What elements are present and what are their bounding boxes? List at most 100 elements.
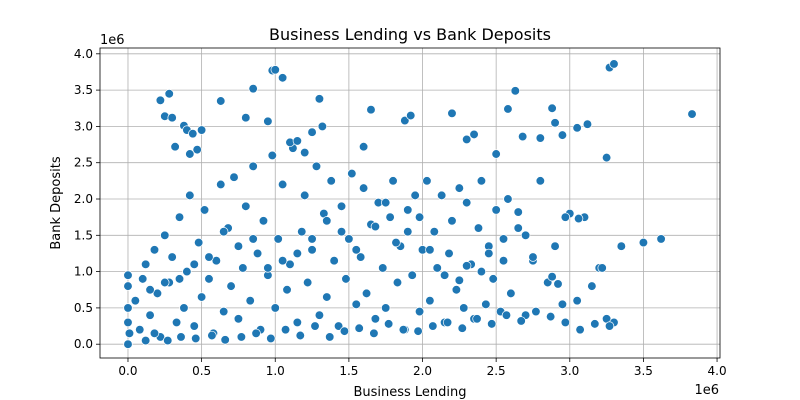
- scatter-point: [381, 197, 391, 208]
- scatter-point: [229, 172, 239, 182]
- scatter-point: [557, 130, 568, 140]
- scatter-point: [503, 104, 513, 114]
- scatter-point: [207, 330, 217, 341]
- scatter-point: [145, 285, 155, 295]
- scatter-point: [484, 248, 494, 259]
- chart-title: Business Lending vs Bank Deposits: [269, 25, 551, 44]
- scatter-point: [547, 272, 557, 282]
- scatter-point: [601, 152, 612, 163]
- scatter-point: [317, 121, 328, 132]
- scatter-point: [656, 234, 666, 244]
- scatter-point: [487, 319, 497, 329]
- scatter-point: [520, 230, 531, 240]
- scatter-point: [167, 252, 177, 262]
- scatter-point: [414, 306, 425, 317]
- scatter-point: [277, 73, 288, 83]
- scatter-point: [545, 311, 556, 322]
- scatter-point: [292, 248, 302, 259]
- scatter-point: [358, 183, 369, 193]
- scatter-point: [252, 248, 263, 259]
- scatter-point: [358, 142, 369, 152]
- scatter-point: [547, 103, 557, 113]
- scatter-point: [167, 113, 177, 123]
- scatter-point: [282, 285, 292, 295]
- scatter-point: [498, 234, 509, 244]
- scatter-point: [531, 306, 541, 317]
- scatter-point: [204, 274, 214, 284]
- scatter-point: [553, 279, 563, 289]
- scatter-point: [462, 134, 472, 145]
- scatter-point: [344, 234, 354, 244]
- scatter-point: [307, 234, 317, 244]
- scatter-point: [277, 179, 288, 190]
- scatter-point: [152, 288, 163, 299]
- scatter-point: [174, 274, 185, 284]
- scatter-point: [204, 252, 214, 262]
- scatter-point: [513, 223, 523, 233]
- y-tick-label: 4.0: [74, 47, 93, 61]
- scatter-point: [123, 270, 133, 280]
- scatter-point: [211, 256, 221, 266]
- scatter-point: [236, 332, 247, 342]
- scatter-point: [326, 176, 336, 186]
- scatter-point: [351, 299, 361, 309]
- scatter-point: [179, 303, 189, 313]
- scatter-point: [550, 241, 560, 251]
- scatter-point: [572, 123, 582, 133]
- y-tick-label: 3.5: [74, 83, 93, 97]
- scatter-point: [145, 310, 155, 320]
- scatter-point: [273, 234, 283, 244]
- scatter-point: [325, 332, 335, 342]
- scatter-point: [311, 161, 322, 171]
- scatter-point: [266, 333, 276, 344]
- scatter-point: [141, 259, 151, 269]
- scatter-point: [171, 317, 182, 328]
- scatter-point: [378, 263, 388, 273]
- scatter-point: [297, 227, 307, 237]
- scatter-point: [245, 295, 255, 306]
- scatter-point: [314, 94, 325, 104]
- scatter-point: [351, 245, 361, 255]
- scatter-point: [189, 259, 199, 269]
- scatter-point: [163, 335, 173, 346]
- scatter-point: [432, 263, 442, 273]
- scatter-point: [687, 109, 697, 119]
- x-tick-label: 2.5: [487, 364, 506, 378]
- scatter-point: [447, 216, 457, 226]
- scatter-point: [233, 314, 244, 324]
- scatter-point: [176, 332, 186, 342]
- scatter-point: [258, 216, 269, 226]
- scatter-point: [442, 317, 453, 328]
- scatter-point: [447, 108, 457, 118]
- data-points: [123, 59, 697, 349]
- scatter-point: [575, 325, 585, 335]
- scatter-point: [149, 245, 160, 255]
- x-tick-label: 0.0: [118, 364, 137, 378]
- scatter-point: [573, 213, 584, 224]
- scatter-point: [481, 299, 491, 309]
- scatter-point: [248, 234, 258, 244]
- scatter-point: [560, 317, 571, 328]
- scatter-point: [383, 319, 394, 329]
- scatter-point: [451, 285, 462, 295]
- scatter-point: [216, 96, 226, 106]
- x-tick-label: 3.0: [560, 364, 579, 378]
- scatter-point: [503, 194, 513, 204]
- scatter-point: [336, 201, 347, 211]
- scatter-point: [444, 248, 454, 259]
- scatter-point: [248, 161, 258, 171]
- scatter-point: [194, 237, 204, 248]
- scatter-point: [609, 59, 619, 69]
- scatter-point: [333, 321, 344, 331]
- y-tick-label: 2.5: [74, 156, 93, 170]
- scatter-point: [590, 319, 600, 329]
- y-tick-label: 3.0: [74, 119, 93, 133]
- scatter-point: [385, 212, 395, 222]
- scatter-point: [422, 176, 432, 186]
- scatter-point: [251, 328, 261, 338]
- scatter-point: [513, 207, 523, 217]
- scatter-point: [366, 105, 376, 115]
- scatter-point: [220, 335, 230, 345]
- scatter-point: [307, 127, 317, 137]
